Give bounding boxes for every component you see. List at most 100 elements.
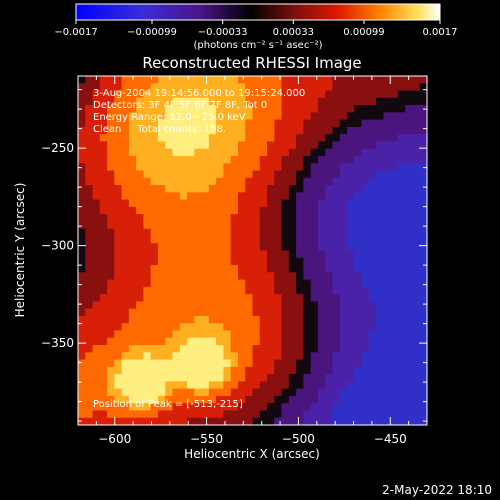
heatmap-cell: [121, 374, 130, 382]
heatmap-cell: [157, 417, 166, 425]
heatmap-cell: [92, 272, 101, 280]
heatmap-cell: [361, 366, 370, 375]
heatmap-cell: [92, 243, 101, 251]
heatmap-cell: [150, 308, 159, 317]
heatmap-cell: [252, 403, 261, 411]
heatmap-cell: [354, 279, 362, 288]
heatmap-cell: [172, 148, 181, 157]
heatmap-cell: [92, 228, 101, 237]
heatmap-cell: [361, 126, 370, 135]
heatmap-cell: [201, 163, 210, 171]
heatmap-cell: [223, 163, 231, 171]
plot-area: −600 −550 −500 −450 −250−300−350: [41, 75, 428, 446]
heatmap-cell: [419, 206, 427, 215]
heatmap-cell: [157, 279, 166, 288]
heatmap-cell: [339, 155, 348, 164]
heatmap-cell: [237, 177, 246, 186]
heatmap-cell: [121, 206, 130, 215]
heatmap-cell: [223, 199, 231, 208]
heatmap-cell: [245, 388, 253, 397]
heatmap-cell: [405, 192, 413, 200]
heatmap-cell: [85, 301, 93, 309]
heatmap-cell: [136, 126, 144, 135]
heatmap-cell: [216, 221, 224, 229]
heatmap-cell: [317, 112, 326, 120]
heatmap-cell: [405, 308, 413, 317]
heatmap-cell: [310, 381, 319, 389]
heatmap-cell: [339, 286, 348, 295]
heatmap-cell: [288, 279, 297, 288]
heatmap-cell: [143, 90, 152, 99]
heatmap-cell: [92, 134, 101, 142]
heatmap-cell: [85, 257, 93, 266]
heatmap-cell: [114, 366, 122, 375]
heatmap-cell: [303, 395, 311, 404]
heatmap-cell: [267, 403, 275, 411]
heatmap-cell: [412, 345, 421, 353]
heatmap-cell: [121, 366, 130, 375]
heatmap-cell: [259, 163, 268, 171]
heatmap-cell: [317, 214, 326, 222]
heatmap-cell: [157, 250, 166, 259]
heatmap-cell: [325, 141, 333, 150]
heatmap-cell: [317, 206, 326, 215]
heatmap-cell: [121, 76, 130, 84]
heatmap-cell: [281, 235, 290, 244]
heatmap-cell: [114, 359, 122, 368]
heatmap-cell: [85, 381, 93, 389]
heatmap-cell: [267, 330, 275, 339]
heatmap-cell: [216, 126, 224, 135]
heatmap-cell: [252, 214, 261, 222]
heatmap-cell: [216, 279, 224, 288]
heatmap-cell: [99, 286, 108, 295]
heatmap-cell: [252, 185, 261, 193]
heatmap-cell: [208, 381, 217, 389]
heatmap-cell: [317, 410, 326, 419]
heatmap-cell: [245, 403, 253, 411]
heatmap-cell: [419, 141, 427, 150]
heatmap-cell: [99, 272, 108, 280]
heatmap-cell: [245, 148, 253, 157]
heatmap-cell: [128, 257, 137, 266]
heatmap-cell: [390, 388, 399, 397]
heatmap-cell: [230, 141, 239, 150]
heatmap-cell: [267, 97, 275, 106]
heatmap-cell: [223, 359, 231, 368]
heatmap-cell: [121, 395, 130, 404]
heatmap-cell: [347, 417, 355, 425]
heatmap-cell: [136, 214, 144, 222]
heatmap-cell: [245, 163, 253, 171]
heatmap-cell: [245, 177, 253, 186]
heatmap-cell: [223, 294, 231, 302]
heatmap-cell: [325, 301, 333, 309]
heatmap-cell: [99, 105, 108, 113]
heatmap-cell: [288, 155, 297, 164]
heatmap-cell: [376, 250, 384, 259]
heatmap-cell: [274, 345, 282, 353]
heatmap-cell: [288, 381, 297, 389]
heatmap-cell: [303, 243, 311, 251]
heatmap-cell: [201, 315, 210, 324]
heatmap-cell: [361, 214, 370, 222]
heatmap-cell: [172, 374, 181, 382]
heatmap-cell: [201, 235, 210, 244]
heatmap-cell: [143, 221, 152, 229]
heatmap-cell: [390, 192, 399, 200]
heatmap-cell: [303, 134, 311, 142]
heatmap-cell: [107, 272, 115, 280]
heatmap-cell: [150, 395, 159, 404]
heatmap-cell: [252, 359, 261, 368]
heatmap-cell: [78, 352, 86, 360]
heatmap-cell: [281, 366, 290, 375]
heatmap-cell: [259, 119, 268, 128]
heatmap-cell: [223, 352, 231, 360]
heatmap-cell: [230, 301, 239, 309]
heatmap-cell: [325, 410, 333, 419]
heatmap-cell: [412, 235, 421, 244]
heatmap-cell: [317, 345, 326, 353]
heatmap-cell: [179, 403, 188, 411]
heatmap-cell: [179, 250, 188, 259]
heatmap-cell: [230, 265, 239, 273]
heatmap-cell: [237, 359, 246, 368]
heatmap-cell: [208, 76, 217, 84]
